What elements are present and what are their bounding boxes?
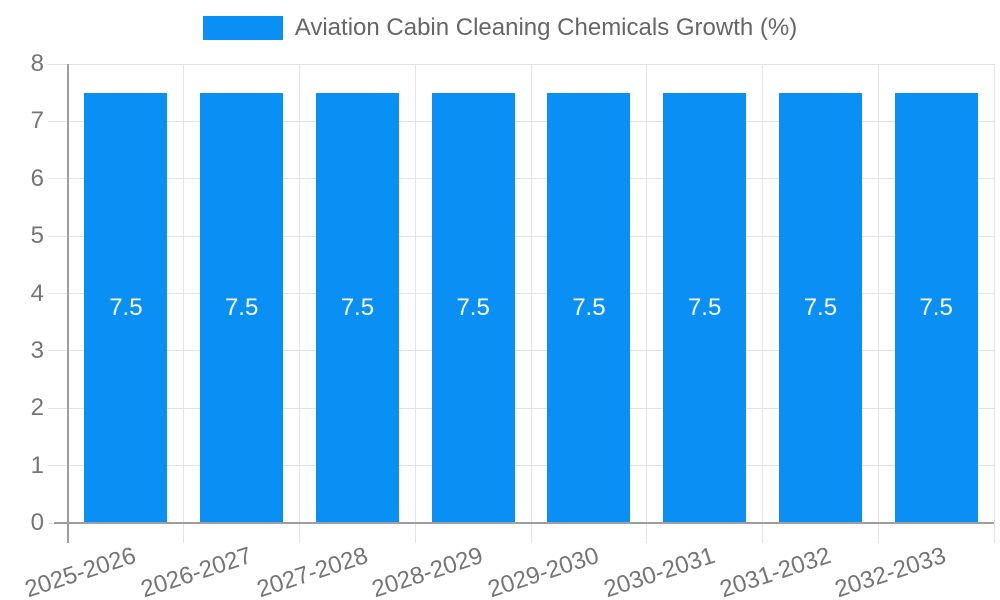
v-gridline — [299, 64, 300, 523]
y-tick-label: 3 — [30, 336, 44, 364]
bar[interactable] — [431, 92, 515, 523]
bar[interactable] — [894, 92, 978, 523]
h-gridline — [48, 63, 994, 65]
y-tick-label: 5 — [30, 222, 44, 250]
y-tick-label: 2 — [30, 394, 44, 422]
v-gridline — [993, 64, 995, 523]
h-gridline — [48, 293, 994, 294]
bar-value-label: 7.5 — [919, 293, 953, 321]
x-tick-label: 2031-2032 — [716, 542, 834, 600]
h-gridline — [48, 465, 994, 467]
x-tick-label: 2026-2027 — [137, 542, 255, 600]
v-gridline — [414, 64, 416, 523]
x-axis-tick — [877, 523, 879, 543]
y-axis-line — [67, 64, 69, 543]
x-tick-label: 2027-2028 — [253, 542, 371, 600]
x-tick-label: 2025-2026 — [21, 542, 140, 600]
y-tick-label: 8 — [30, 50, 44, 77]
y-tick-label: 7 — [30, 107, 44, 135]
legend[interactable]: Aviation Cabin Cleaning Chemicals Growth… — [0, 14, 1000, 42]
x-tick-label: 2029-2030 — [484, 542, 603, 600]
bar[interactable] — [547, 92, 631, 523]
y-tick-label: 4 — [30, 279, 44, 307]
v-gridline — [762, 64, 763, 523]
x-axis-tick — [299, 523, 300, 543]
bar-value-label: 7.5 — [224, 293, 259, 321]
bar[interactable] — [200, 92, 284, 523]
v-gridline — [646, 64, 648, 523]
h-gridline — [48, 120, 994, 122]
y-tick-label: 1 — [30, 451, 44, 479]
x-tick-label: 2030-2031 — [600, 542, 718, 600]
bar[interactable] — [663, 92, 747, 523]
h-gridline — [48, 350, 994, 352]
y-tick-label: 0 — [30, 509, 44, 536]
bar-value-label: 7.5 — [572, 293, 606, 321]
bar-value-label: 7.5 — [109, 293, 143, 321]
v-gridline — [877, 64, 879, 523]
x-axis-tick — [762, 523, 763, 543]
v-gridline — [530, 64, 532, 523]
bar-value-label: 7.5 — [340, 293, 375, 321]
h-gridline — [48, 407, 994, 409]
y-tick-label: 6 — [30, 164, 44, 192]
x-tick-label: 2028-2029 — [368, 542, 487, 600]
x-axis-tick — [646, 523, 648, 543]
x-axis-tick — [183, 523, 185, 543]
bar[interactable] — [84, 92, 168, 523]
h-gridline — [48, 235, 994, 237]
bar-value-label: 7.5 — [803, 293, 838, 321]
v-gridline — [183, 64, 185, 523]
x-tick-label: 2032-2033 — [831, 542, 950, 600]
legend-swatch — [202, 16, 283, 40]
x-axis-tick — [530, 523, 532, 543]
legend-label: Aviation Cabin Cleaning Chemicals Growth… — [294, 14, 798, 41]
x-axis-tick — [414, 523, 416, 543]
bar-value-label: 7.5 — [687, 293, 722, 321]
x-axis-tick — [993, 523, 995, 543]
bar[interactable] — [315, 92, 399, 523]
x-axis-line — [54, 522, 994, 524]
bar-value-label: 7.5 — [456, 293, 490, 321]
bar[interactable] — [778, 92, 862, 523]
h-gridline — [48, 178, 994, 180]
